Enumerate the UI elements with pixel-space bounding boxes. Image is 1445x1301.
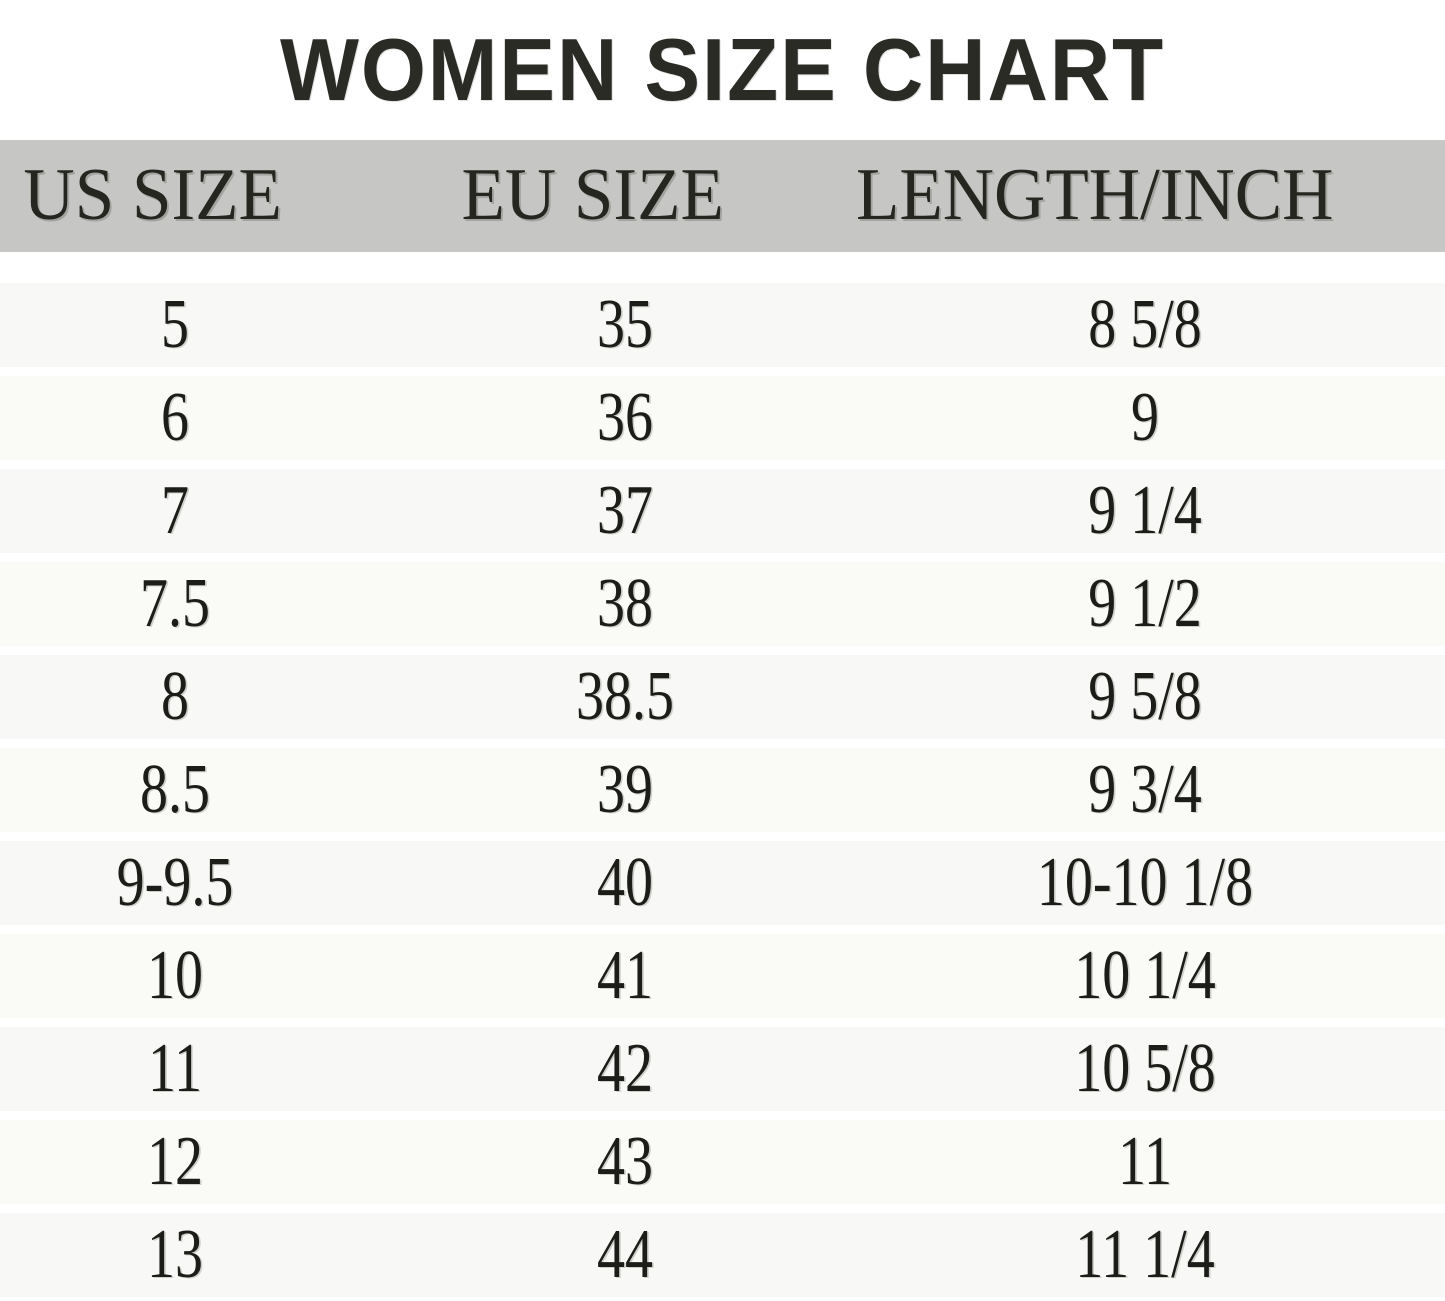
cell-eu-size: 38 <box>597 565 653 642</box>
page-title: WOMEN SIZE CHART <box>280 20 1165 119</box>
cell-eu-size: 43 <box>597 1123 653 1200</box>
table-row: 8 38.5 9 5/8 <box>0 655 1445 739</box>
cell-length-inch: 9 3/4 <box>1088 751 1202 828</box>
cell-length-inch: 11 1/4 <box>1075 1216 1215 1293</box>
column-header-length-inch: LENGTH/INCH <box>855 154 1334 236</box>
column-header-us-size: US SIZE <box>23 154 282 236</box>
cell-eu-size: 37 <box>597 472 653 549</box>
cell-length-inch: 10 1/4 <box>1074 937 1216 1014</box>
cell-eu-size: 39 <box>597 751 653 828</box>
table-row: 10 41 10 1/4 <box>0 934 1445 1018</box>
cell-eu-size: 44 <box>597 1216 653 1293</box>
cell-length-inch: 9 1/2 <box>1088 565 1202 642</box>
cell-length-inch: 9 1/4 <box>1088 472 1202 549</box>
cell-us-size: 5 <box>161 286 189 363</box>
cell-us-size: 9-9.5 <box>116 844 234 921</box>
cell-us-size: 6 <box>161 379 189 456</box>
cell-length-inch: 9 5/8 <box>1088 658 1202 735</box>
table-row: 6 36 9 <box>0 376 1445 460</box>
cell-us-size: 12 <box>147 1123 203 1200</box>
cell-us-size: 11 <box>148 1030 202 1107</box>
table-row: 5 35 8 5/8 <box>0 283 1445 367</box>
cell-length-inch: 9 <box>1131 379 1159 456</box>
cell-us-size: 13 <box>147 1216 203 1293</box>
table-row: 12 43 11 <box>0 1120 1445 1204</box>
cell-eu-size: 40 <box>597 844 653 921</box>
cell-length-inch: 10-10 1/8 <box>1036 844 1254 921</box>
table-row: 7 37 9 1/4 <box>0 469 1445 553</box>
cell-us-size: 7 <box>161 472 189 549</box>
cell-length-inch: 10 5/8 <box>1074 1030 1216 1107</box>
cell-eu-size: 38.5 <box>576 658 674 735</box>
cell-us-size: 10 <box>147 937 203 1014</box>
table-row: 13 44 11 1/4 <box>0 1213 1445 1297</box>
cell-length-inch: 11 <box>1118 1123 1172 1200</box>
cell-eu-size: 42 <box>597 1030 653 1107</box>
table-row: 8.5 39 9 3/4 <box>0 748 1445 832</box>
table-row: 7.5 38 9 1/2 <box>0 562 1445 646</box>
cell-eu-size: 41 <box>597 937 653 1014</box>
table-row: 11 42 10 5/8 <box>0 1027 1445 1111</box>
cell-eu-size: 35 <box>597 286 653 363</box>
column-header-eu-size: EU SIZE <box>461 154 724 236</box>
cell-eu-size: 36 <box>597 379 653 456</box>
cell-us-size: 8.5 <box>140 751 210 828</box>
cell-us-size: 8 <box>161 658 189 735</box>
table-header-row: US SIZE EU SIZE LENGTH/INCH <box>0 140 1445 252</box>
cell-length-inch: 8 5/8 <box>1088 286 1202 363</box>
cell-us-size: 7.5 <box>140 565 210 642</box>
table-row: 9-9.5 40 10-10 1/8 <box>0 841 1445 925</box>
table-body: 5 35 8 5/8 6 36 9 7 37 9 1/4 7.5 38 9 1/2 8 38.5 9 5/8… <box>0 252 1445 1301</box>
